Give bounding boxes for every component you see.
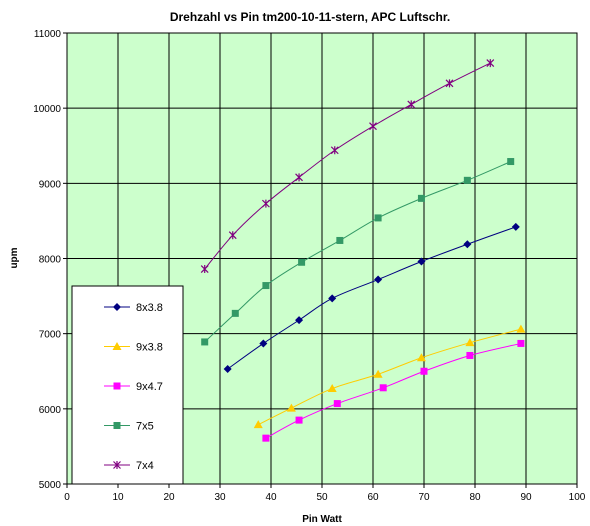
data-point [463, 176, 471, 184]
data-point [228, 231, 237, 240]
series-9x3.8 [253, 324, 526, 429]
y-tick-label: 5000 [39, 480, 62, 491]
data-point [295, 316, 304, 325]
data-point [328, 294, 337, 303]
legend-marker [113, 303, 121, 311]
data-point [466, 351, 474, 359]
x-tick-label: 60 [367, 492, 379, 503]
data-point [374, 275, 383, 284]
data-point [262, 282, 270, 290]
data-point [327, 384, 337, 393]
data-point [417, 194, 425, 202]
data-point [200, 265, 209, 274]
data-point [463, 240, 472, 249]
legend-item: 9x3.8 [104, 342, 163, 354]
y-axis: 5000 6000 7000 8000 9000 10000 11000 [33, 29, 67, 491]
legend-label: 9x4.7 [136, 381, 163, 393]
data-point [262, 434, 270, 442]
data-point [369, 122, 377, 131]
data-point [507, 158, 515, 166]
data-point [295, 416, 303, 424]
data-point [374, 214, 382, 222]
legend-item: 9x4.7 [104, 381, 163, 393]
data-point [333, 400, 341, 408]
y-tick-label: 8000 [39, 255, 62, 266]
data-point [416, 353, 426, 362]
legend-marker [113, 422, 121, 429]
y-axis-title: upm [9, 247, 20, 268]
x-tick-label: 50 [316, 492, 328, 503]
legend-marker [113, 461, 121, 469]
legend-label: 7x5 [136, 421, 154, 433]
data-point [253, 420, 263, 429]
legend-label: 8x3.8 [136, 302, 163, 314]
y-tick-label: 9000 [39, 179, 62, 190]
data-point [295, 173, 303, 182]
legend-marker [112, 342, 122, 350]
legend: 8x3.8 9x3.8 9x4.7 7x5 7x4 [71, 285, 184, 485]
series-7x5 [201, 158, 515, 346]
y-tick-label: 10000 [33, 104, 61, 115]
data-point [517, 339, 525, 347]
series-group [200, 59, 526, 442]
x-axis: 0 10 20 30 40 50 60 70 80 90 100 [64, 484, 586, 503]
data-point [516, 324, 526, 333]
x-tick-label: 30 [214, 492, 226, 503]
data-point [261, 199, 270, 208]
x-tick-label: 90 [520, 492, 532, 503]
y-tick-label: 6000 [39, 405, 62, 416]
series-line [227, 226, 516, 370]
y-tick-label: 11000 [34, 29, 62, 40]
data-point [511, 222, 520, 231]
data-point [231, 309, 239, 317]
x-tick-label: 40 [265, 492, 277, 503]
legend-marker [113, 382, 121, 390]
data-point [417, 257, 426, 266]
legend-item: 7x4 [104, 460, 154, 472]
data-point [223, 364, 232, 373]
grid-lines [67, 33, 577, 484]
data-point [465, 338, 475, 347]
data-point [407, 100, 416, 109]
x-tick-label: 70 [418, 492, 430, 503]
chart-title: Drehzahl vs Pin tm200-10-11-stern, APC L… [170, 10, 450, 24]
data-point [201, 338, 209, 346]
data-point [445, 79, 454, 88]
y-tick-label: 7000 [39, 330, 62, 341]
x-tick-label: 20 [163, 492, 175, 503]
legend-item: 7x5 [104, 421, 154, 433]
x-axis-title: Pin Watt [302, 514, 342, 525]
data-point [373, 369, 383, 378]
data-point [330, 146, 339, 155]
series-7x4 [200, 59, 495, 274]
data-point [379, 384, 387, 392]
x-tick-label: 0 [64, 492, 70, 503]
data-point [259, 339, 268, 348]
legend-item: 8x3.8 [104, 302, 163, 314]
legend-label: 9x3.8 [136, 342, 163, 354]
series-8x3.8 [223, 222, 520, 373]
data-point [486, 59, 495, 68]
data-point [420, 367, 428, 375]
series-9x4.7 [262, 339, 525, 442]
legend-box [71, 285, 184, 485]
x-tick-label: 80 [469, 492, 481, 503]
data-point [286, 403, 296, 412]
legend-label: 7x4 [136, 460, 154, 472]
data-point [298, 258, 306, 266]
data-point [336, 236, 344, 244]
x-tick-label: 10 [112, 492, 124, 503]
x-tick-label: 100 [569, 492, 586, 503]
